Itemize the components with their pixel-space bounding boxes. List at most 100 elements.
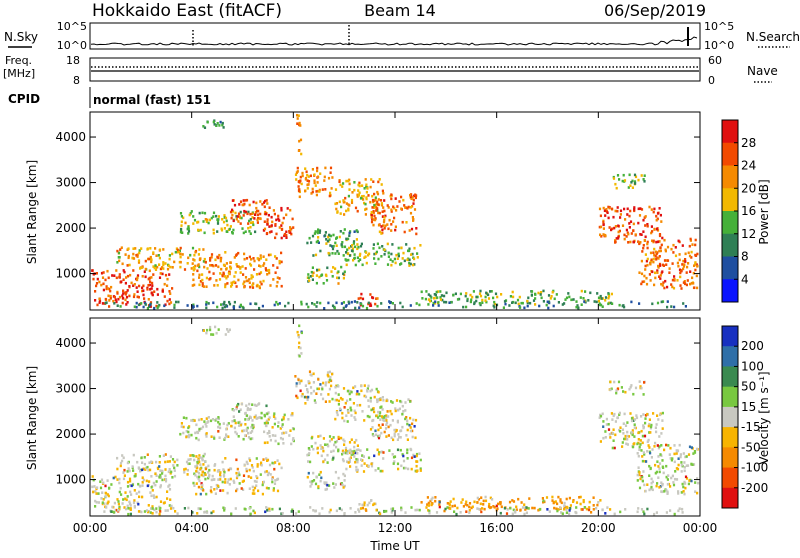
scatter-cell xyxy=(347,409,350,413)
scatter-cell xyxy=(205,220,208,223)
scatter-cell xyxy=(429,294,432,298)
scatter-cell xyxy=(205,285,208,288)
scatter-cell xyxy=(568,512,571,516)
scatter-cell xyxy=(441,298,444,302)
scatter-cell xyxy=(373,395,376,399)
scatter-cell xyxy=(380,232,383,235)
scatter-cell xyxy=(205,417,208,420)
scatter-cell xyxy=(656,271,659,274)
scatter-cell xyxy=(511,301,514,304)
scatter-cell xyxy=(346,248,349,251)
scatter-cell xyxy=(330,270,333,273)
scatter-cell xyxy=(128,469,131,473)
scatter-cell xyxy=(353,257,356,260)
scatter-cell xyxy=(201,483,204,487)
scatter-cell xyxy=(533,506,536,510)
scatter-cell xyxy=(523,306,526,310)
scatter-cell xyxy=(680,461,683,464)
scatter-cell xyxy=(260,411,263,415)
scatter-cell xyxy=(555,293,558,296)
scatter-cell xyxy=(610,412,613,415)
scatter-cell xyxy=(177,250,180,254)
scatter-cell xyxy=(237,212,241,216)
scatter-cell xyxy=(391,401,394,404)
scatter-cell xyxy=(634,233,637,236)
scatter-cell xyxy=(633,180,637,183)
scatter-cell xyxy=(357,259,360,263)
scatter-cell xyxy=(328,484,331,487)
scatter-cell xyxy=(126,289,129,292)
scatter-cell xyxy=(311,234,315,238)
scatter-cell xyxy=(609,380,612,384)
scatter-cell xyxy=(182,431,185,435)
scatter-cell xyxy=(499,501,502,504)
colorbar-segment xyxy=(722,326,738,347)
scatter-cell xyxy=(406,428,409,432)
scatter-cell xyxy=(276,266,279,269)
scatter-cell xyxy=(253,486,257,490)
scatter-cell xyxy=(268,507,271,511)
scatter-cell xyxy=(327,176,331,180)
scatter-cell xyxy=(375,508,378,512)
scatter-cell xyxy=(115,276,118,280)
scatter-cell xyxy=(114,508,117,512)
scatter-cell xyxy=(618,229,621,233)
scatter-cell xyxy=(172,464,175,467)
scatter-cell xyxy=(660,282,663,286)
scatter-cell xyxy=(331,372,334,376)
scatter-cell xyxy=(231,419,234,423)
scatter-cell xyxy=(508,500,512,504)
scatter-cell xyxy=(221,123,224,127)
scatter-cell xyxy=(408,264,411,267)
scatter-cell xyxy=(563,302,566,305)
scatter-cell xyxy=(251,492,254,495)
scatter-cell xyxy=(616,206,619,209)
scatter-cell xyxy=(164,262,167,265)
scatter-cell xyxy=(358,510,361,513)
scatter-cell xyxy=(369,200,372,204)
scatter-cell xyxy=(405,243,408,246)
scatter-cell xyxy=(601,297,604,300)
scatter-cell xyxy=(118,477,121,481)
scatter-cell xyxy=(124,291,127,295)
scatter-cell xyxy=(437,301,440,304)
scatter-cell xyxy=(421,297,424,300)
scatter-cell xyxy=(99,480,102,483)
scatter-cell xyxy=(323,458,327,461)
scatter-cell xyxy=(195,469,198,473)
scatter-cell xyxy=(113,295,116,299)
scatter-cell xyxy=(331,252,334,255)
scatter-cell xyxy=(357,245,360,249)
scatter-cell xyxy=(390,507,393,511)
scatter-cell xyxy=(324,383,327,387)
scatter-cell xyxy=(397,433,400,436)
scatter-cell xyxy=(369,304,373,307)
scatter-cell xyxy=(356,193,359,197)
scatter-cell xyxy=(202,260,205,263)
scatter-cell xyxy=(196,475,199,479)
scatter-cell xyxy=(189,212,192,215)
scatter-cell xyxy=(337,282,340,285)
scatter-cell xyxy=(452,497,455,501)
scatter-cell xyxy=(567,292,570,295)
scatter-cell xyxy=(356,460,359,464)
scatter-cell xyxy=(348,188,351,191)
scatter-cell xyxy=(376,400,379,404)
scatter-cell xyxy=(371,218,374,221)
scatter-cell xyxy=(248,459,252,462)
scatter-cell xyxy=(282,442,285,445)
scatter-cell xyxy=(638,271,641,274)
scatter-cell xyxy=(263,227,267,231)
scatter-cell xyxy=(614,241,617,244)
scatter-cell xyxy=(219,475,222,478)
scatter-cell xyxy=(258,258,261,262)
scatter-cell xyxy=(238,410,241,413)
scatter-cell xyxy=(643,512,646,516)
scatter-cell xyxy=(431,496,434,500)
scatter-cell xyxy=(218,436,221,439)
scatter-cell xyxy=(187,227,190,231)
scatter-cell xyxy=(141,289,144,293)
scatter-cell xyxy=(347,194,350,198)
scatter-cell xyxy=(139,469,142,473)
scatter-cell xyxy=(524,506,527,509)
